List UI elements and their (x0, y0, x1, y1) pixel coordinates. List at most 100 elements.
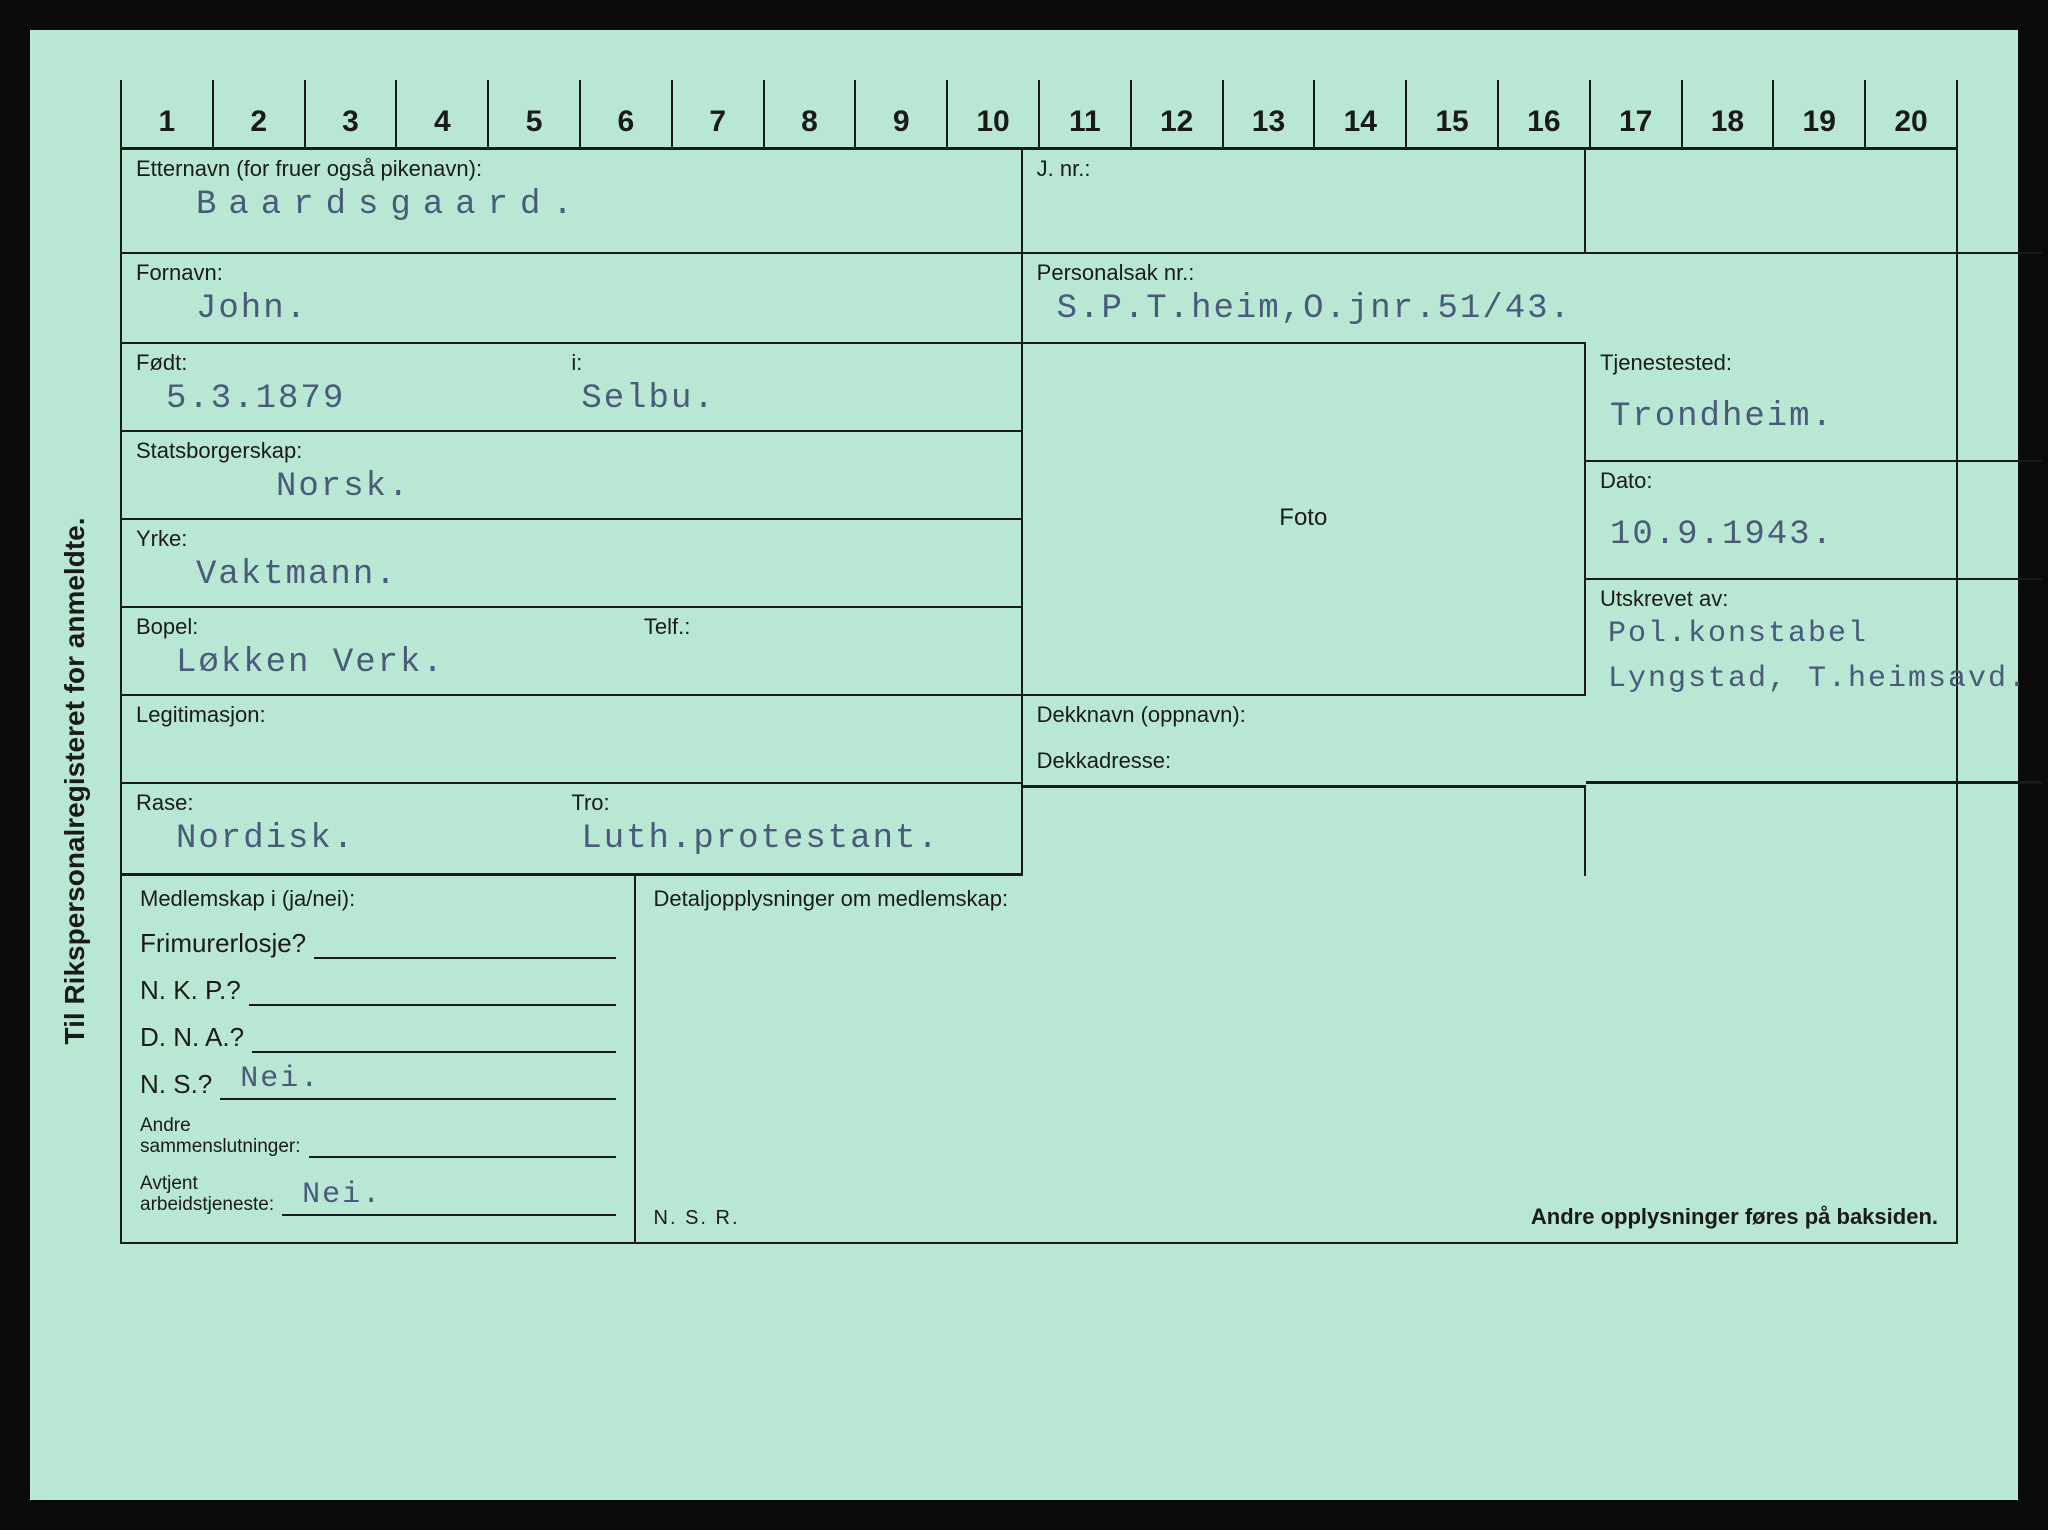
ruler-cell: 4 (397, 80, 489, 147)
lower-grid: Medlemskap i (ja/nei): Frimurerlosje? N.… (120, 876, 1958, 1244)
upper-grid: Etternavn (for fruer også pikenavn): Baa… (120, 150, 1958, 876)
value-bopel: Løkken Verk. (136, 640, 644, 688)
ruler: 1 2 3 4 5 6 7 8 9 10 11 12 13 14 15 16 1… (120, 80, 1958, 150)
ruler-cell: 9 (856, 80, 948, 147)
ruler-cell: 5 (489, 80, 581, 147)
registry-card: Til Rikspersonalregisteret for anmeldte.… (30, 30, 2018, 1500)
label-utskrevet: Utskrevet av: (1600, 586, 2029, 612)
label-dekkadresse: Dekkadresse: (1037, 748, 1572, 774)
label-tro: Tro: (571, 790, 1006, 816)
field-fodt: Født: 5.3.1879 i: Selbu. (122, 344, 1021, 432)
row-nkp: N. K. P.? (140, 975, 616, 1006)
field-personalsak: Personalsak nr.: S.P.T.heim,O.jnr.51/43. (1023, 254, 1586, 344)
label-avtjent: Avtjent arbeidstjeneste: (140, 1174, 282, 1216)
ruler-cell: 8 (765, 80, 857, 147)
value-etternavn: Baardsgaard. (136, 182, 1007, 230)
row-ns: N. S.? Nei. (140, 1069, 616, 1100)
ruler-cell: 15 (1407, 80, 1499, 147)
value-fodt: 5.3.1879 (136, 376, 571, 424)
label-dna: D. N. A.? (140, 1022, 252, 1053)
line-ns: Nei. (220, 1070, 615, 1100)
membership-box: Medlemskap i (ja/nei): Frimurerlosje? N.… (122, 876, 636, 1242)
value-rase: Nordisk. (136, 816, 571, 864)
ruler-cell: 17 (1591, 80, 1683, 147)
field-legi: Legitimasjon: (122, 696, 1021, 784)
mid-column: J. nr.: Personalsak nr.: S.P.T.heim,O.jn… (1021, 150, 1584, 876)
ruler-cell: 2 (214, 80, 306, 147)
label-dato: Dato: (1600, 468, 2029, 494)
value-dato: 10.9.1943. (1600, 512, 2029, 560)
value-tro: Luth.protestant. (571, 816, 1006, 864)
label-bopel: Bopel: (136, 614, 644, 640)
label-medlemskap: Medlemskap i (ja/nei): (140, 886, 616, 912)
value-yrke: Vaktmann. (136, 552, 1007, 600)
field-jnr: J. nr.: (1023, 150, 1584, 254)
row-frimurer: Frimurerlosje? (140, 928, 616, 959)
label-fornavn: Fornavn: (136, 260, 1007, 286)
label-telf: Telf.: (644, 614, 1007, 640)
left-column: Etternavn (for fruer også pikenavn): Baa… (122, 150, 1021, 876)
label-fodt-i: i: (571, 350, 1006, 376)
sidebar-title: Til Rikspersonalregisteret for anmeldte. (59, 518, 91, 1045)
ruler-cell: 11 (1040, 80, 1132, 147)
line-dna (252, 1023, 615, 1053)
label-ns: N. S.? (140, 1069, 220, 1100)
field-dato: Dato: 10.9.1943. (1586, 462, 2043, 580)
label-rase: Rase: (136, 790, 571, 816)
field-etternavn: Etternavn (for fruer også pikenavn): Baa… (122, 150, 1021, 254)
label-legi: Legitimasjon: (136, 702, 1007, 728)
row-dna: D. N. A.? (140, 1022, 616, 1053)
line-andre (309, 1128, 616, 1158)
label-tjenestested: Tjenestested: (1600, 350, 2029, 376)
value-personalsak: S.P.T.heim,O.jnr.51/43. (1037, 286, 1572, 334)
field-foto: Foto (1023, 344, 1584, 696)
right-column: Tjenestested: Trondheim. Dato: 10.9.1943… (1584, 150, 2043, 876)
field-jnr-ext (1586, 150, 2043, 254)
row-andre: Andre sammenslutninger: (140, 1116, 616, 1158)
value-avtjent: Nei. (302, 1178, 382, 1212)
value-utskrevet: Pol.konstabel Lyngstad, T.heimsavd. (1600, 612, 2029, 702)
ruler-cell: 19 (1774, 80, 1866, 147)
field-yrke: Yrke: Vaktmann. (122, 520, 1021, 608)
ruler-cell: 12 (1132, 80, 1224, 147)
label-frimurer: Frimurerlosje? (140, 928, 314, 959)
label-detalj: Detaljopplysninger om medlemskap: (654, 886, 1938, 912)
value-stats: Norsk. (136, 464, 1007, 512)
label-andre: Andre sammenslutninger: (140, 1116, 309, 1158)
label-etternavn: Etternavn (for fruer også pikenavn): (136, 156, 1007, 182)
field-tjenestested: Tjenestested: Trondheim. (1586, 344, 2043, 462)
label-nkp: N. K. P.? (140, 975, 249, 1006)
ruler-cell: 13 (1224, 80, 1316, 147)
field-utskrevet: Utskrevet av: Pol.konstabel Lyngstad, T.… (1586, 580, 2043, 784)
field-dekk: Dekknavn (oppnavn): Dekkadresse: (1023, 696, 1586, 788)
line-frimurer (314, 929, 615, 959)
row-avtjent: Avtjent arbeidstjeneste: Nei. (140, 1174, 616, 1216)
ruler-cell: 3 (306, 80, 398, 147)
ruler-cell: 20 (1866, 80, 1958, 147)
field-bopel: Bopel: Løkken Verk. Telf.: (122, 608, 1021, 696)
ruler-cell: 16 (1499, 80, 1591, 147)
label-stats: Statsborgerskap: (136, 438, 1007, 464)
details-box: Detaljopplysninger om medlemskap: N. S. … (636, 876, 1956, 1242)
label-foto: Foto (1279, 504, 1327, 532)
label-personalsak: Personalsak nr.: (1037, 260, 1572, 286)
field-rase-tro: Rase: Nordisk. Tro: Luth.protestant. (122, 784, 1021, 876)
label-jnr: J. nr.: (1037, 156, 1570, 182)
value-tjenestested: Trondheim. (1600, 394, 2029, 442)
ruler-cell: 1 (120, 80, 214, 147)
label-dekknavn: Dekknavn (oppnavn): (1037, 702, 1572, 728)
nsr-mark: N. S. R. (654, 1207, 740, 1230)
field-fornavn: Fornavn: John. (122, 254, 1021, 344)
label-fodt: Født: (136, 350, 571, 376)
back-note: Andre opplysninger føres på baksiden. (1531, 1204, 1938, 1230)
value-ns: Nei. (240, 1062, 320, 1096)
field-stats: Statsborgerskap: Norsk. (122, 432, 1021, 520)
ruler-cell: 6 (581, 80, 673, 147)
line-nkp (249, 976, 616, 1006)
ruler-cell: 7 (673, 80, 765, 147)
ruler-cell: 14 (1315, 80, 1407, 147)
value-fodt-i: Selbu. (571, 376, 1006, 424)
line-avtjent: Nei. (282, 1186, 615, 1216)
value-fornavn: John. (136, 286, 1007, 334)
ruler-cell: 10 (948, 80, 1040, 147)
